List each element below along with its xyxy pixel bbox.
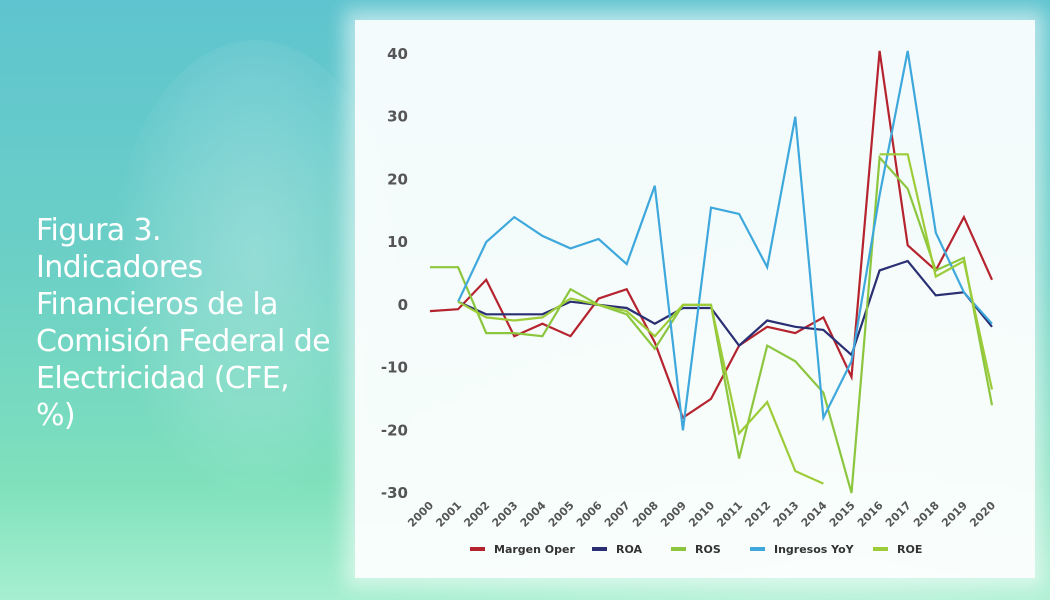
x-tick-label: 2014 bbox=[799, 499, 830, 530]
x-tick-label: 2005 bbox=[546, 499, 577, 530]
series-line-ingresos-yoy bbox=[457, 50, 993, 431]
x-tick-label: 2018 bbox=[911, 499, 942, 530]
y-tick-label: -30 bbox=[381, 484, 408, 502]
legend-label: ROE bbox=[897, 543, 922, 556]
x-tick-label: 2016 bbox=[855, 499, 886, 530]
series-line-margen-oper bbox=[429, 50, 994, 420]
x-tick-label: 2015 bbox=[827, 499, 858, 530]
background-meter bbox=[110, 40, 400, 510]
x-tick-label: 2009 bbox=[658, 499, 689, 530]
x-tick-label: 2012 bbox=[742, 499, 773, 530]
x-tick-label: 2006 bbox=[574, 499, 605, 530]
x-tick-label: 2008 bbox=[630, 499, 661, 530]
y-tick-label: 0 bbox=[398, 296, 408, 314]
y-tick-label: 20 bbox=[387, 170, 408, 188]
series-line-roe bbox=[457, 153, 994, 485]
legend-label: Margen Oper bbox=[494, 543, 575, 556]
x-tick-label: 2020 bbox=[967, 499, 998, 530]
y-tick-label: 30 bbox=[387, 108, 408, 126]
x-tick-label: 2011 bbox=[714, 499, 745, 530]
figure-title: Figura 3. Indicadores Financieros de la … bbox=[36, 213, 331, 433]
y-tick-label: 40 bbox=[387, 45, 408, 63]
legend-label: ROS bbox=[695, 543, 721, 556]
y-tick-label: 10 bbox=[387, 233, 408, 251]
x-tick-label: 2007 bbox=[602, 499, 633, 530]
x-tick-label: 2019 bbox=[939, 499, 970, 530]
legend-label: ROA bbox=[616, 543, 643, 556]
x-tick-label: 2004 bbox=[518, 499, 549, 530]
legend-label: Ingresos YoY bbox=[774, 543, 855, 556]
y-tick-label: -20 bbox=[381, 421, 408, 439]
x-tick-label: 2001 bbox=[433, 499, 464, 530]
x-tick-label: 2000 bbox=[405, 499, 436, 530]
x-tick-label: 2003 bbox=[490, 499, 521, 530]
series-line-roa bbox=[457, 259, 993, 357]
y-tick-label: -10 bbox=[381, 359, 408, 377]
x-tick-label: 2017 bbox=[883, 499, 914, 530]
x-tick-label: 2010 bbox=[686, 499, 717, 530]
x-tick-label: 2013 bbox=[771, 499, 802, 530]
x-tick-label: 2002 bbox=[461, 499, 492, 530]
